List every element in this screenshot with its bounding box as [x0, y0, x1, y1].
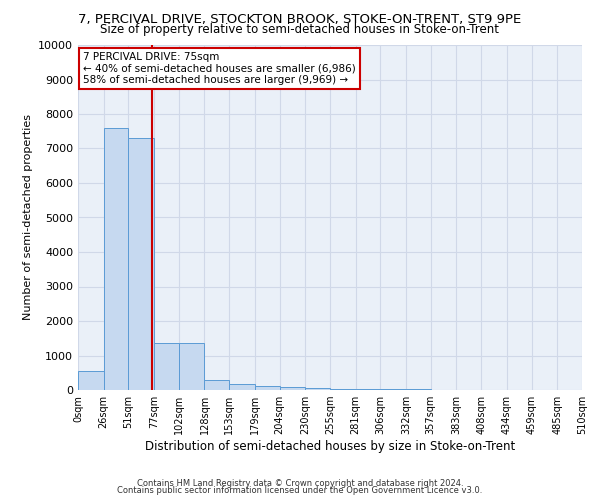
Bar — [78, 371, 104, 390]
Bar — [255, 386, 280, 390]
Text: 7 PERCIVAL DRIVE: 75sqm
← 40% of semi-detached houses are smaller (6,986)
58% of: 7 PERCIVAL DRIVE: 75sqm ← 40% of semi-de… — [83, 52, 356, 85]
Y-axis label: Number of semi-detached properties: Number of semi-detached properties — [23, 114, 32, 320]
Bar — [280, 387, 305, 390]
Bar — [205, 380, 229, 390]
Text: Size of property relative to semi-detached houses in Stoke-on-Trent: Size of property relative to semi-detach… — [101, 22, 499, 36]
Bar — [305, 388, 330, 390]
Bar — [128, 138, 154, 390]
Bar — [154, 344, 179, 390]
Bar — [179, 344, 205, 390]
Bar — [356, 389, 380, 390]
X-axis label: Distribution of semi-detached houses by size in Stoke-on-Trent: Distribution of semi-detached houses by … — [145, 440, 515, 453]
Text: 7, PERCIVAL DRIVE, STOCKTON BROOK, STOKE-ON-TRENT, ST9 9PE: 7, PERCIVAL DRIVE, STOCKTON BROOK, STOKE… — [79, 12, 521, 26]
Text: Contains HM Land Registry data © Crown copyright and database right 2024.: Contains HM Land Registry data © Crown c… — [137, 478, 463, 488]
Text: Contains public sector information licensed under the Open Government Licence v3: Contains public sector information licen… — [118, 486, 482, 495]
Bar — [104, 128, 128, 390]
Bar — [330, 388, 356, 390]
Bar — [229, 384, 255, 390]
